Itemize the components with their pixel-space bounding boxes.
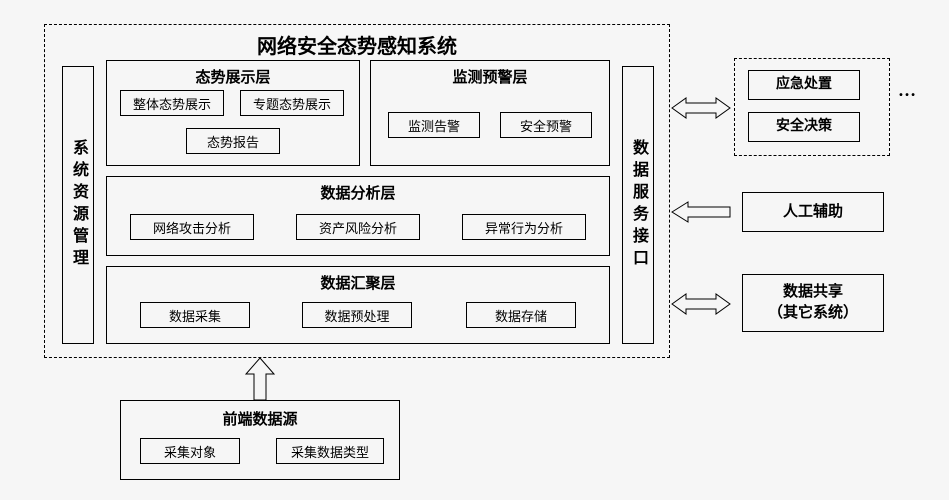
arrow-datasource-up — [242, 358, 278, 400]
diagram-stage: 网络安全态势感知系统 系统资源管理 数据服务接口 态势展示层 整体态势展示 专题… — [0, 0, 949, 500]
layer-monitor-title: 监测预警层 — [370, 66, 610, 87]
item-collect: 数据采集 — [140, 302, 250, 328]
left-pillar: 系统资源管理 — [62, 66, 94, 344]
side-share: 数据共享 （其它系统） — [742, 274, 884, 332]
item-store: 数据存储 — [466, 302, 576, 328]
item-anomaly: 异常行为分析 — [462, 214, 586, 240]
layer-analysis-title: 数据分析层 — [106, 182, 610, 203]
system-title: 网络安全态势感知系统 — [44, 30, 670, 59]
item-overall-display: 整体态势展示 — [120, 90, 224, 116]
ds-target: 采集对象 — [140, 438, 240, 464]
ds-type: 采集数据类型 — [276, 438, 384, 464]
arrow-bi-1 — [672, 96, 730, 120]
datasource-title: 前端数据源 — [120, 408, 400, 429]
arrow-left-manual — [672, 200, 730, 224]
layer-aggregate-title: 数据汇聚层 — [106, 272, 610, 293]
item-security-warning: 安全预警 — [500, 112, 592, 138]
item-monitor-alarm: 监测告警 — [388, 112, 480, 138]
side-decision: 安全决策 — [748, 112, 860, 142]
side-manual: 人工辅助 — [742, 192, 884, 232]
side-emergency: 应急处置 — [748, 70, 860, 100]
left-pillar-label: 系统资源管理 — [63, 67, 93, 343]
item-preprocess: 数据预处理 — [302, 302, 412, 328]
item-attack-analysis: 网络攻击分析 — [130, 214, 254, 240]
right-pillar-label: 数据服务接口 — [623, 67, 653, 343]
right-pillar: 数据服务接口 — [622, 66, 654, 344]
arrow-bi-3 — [672, 292, 730, 316]
side-share-line1: 数据共享 — [783, 282, 843, 303]
side-share-line2: （其它系统） — [768, 303, 858, 324]
item-topic-display: 专题态势展示 — [240, 90, 344, 116]
side-ellipsis: … — [898, 80, 916, 101]
item-asset-risk: 资产风险分析 — [296, 214, 420, 240]
item-report: 态势报告 — [186, 128, 280, 154]
layer-display-title: 态势展示层 — [106, 66, 360, 87]
